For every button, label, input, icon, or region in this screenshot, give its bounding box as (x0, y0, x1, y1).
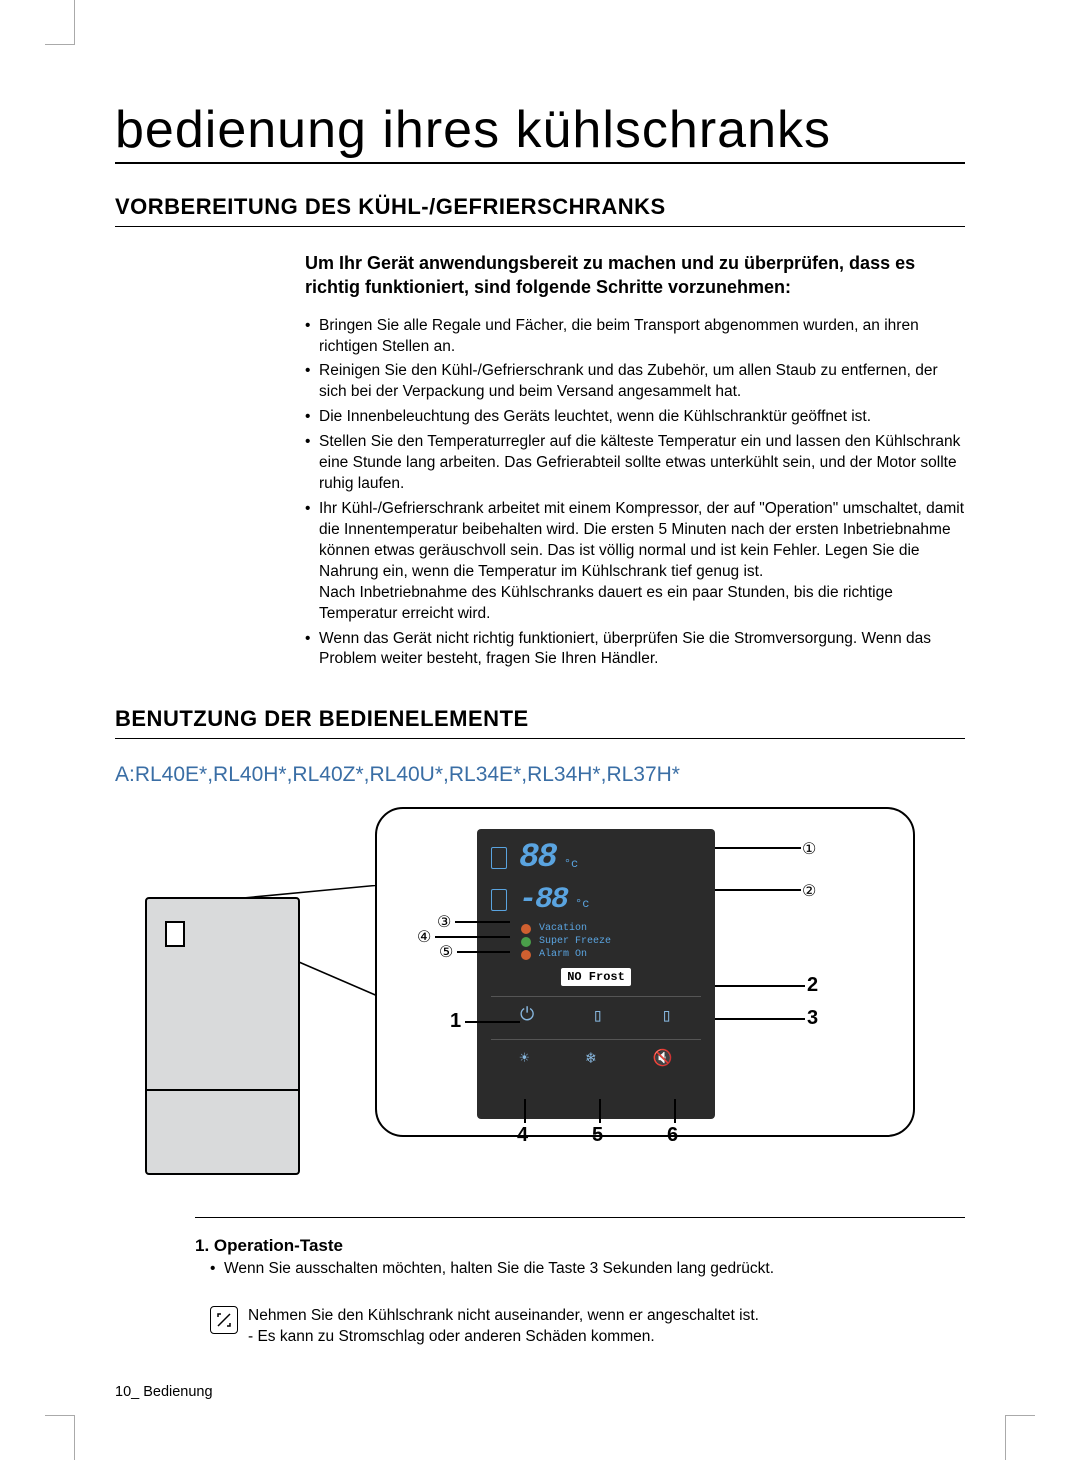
label-1: 1 (450, 1010, 461, 1033)
temp2-display: -88 (519, 883, 567, 917)
fridge-btn-icon: ▯ (592, 1005, 603, 1027)
bullet-item: Stellen Sie den Temperaturregler auf die… (305, 432, 965, 495)
nofrost-label: NO Frost (561, 968, 631, 986)
alarm-btn-icon: 🔇 (653, 1048, 673, 1068)
control-panel-diagram: 88 °c -88 °c Vacation Super Freeze Alarm… (115, 807, 965, 1187)
operation-bullet: Wenn Sie ausschalten möchten, halten Sie… (210, 1260, 965, 1278)
note-line2: - Es kann zu Stromschlag oder anderen Sc… (248, 1327, 759, 1348)
fridge-icon (491, 847, 507, 869)
bullet-item: Bringen Sie alle Regale und Fächer, die … (305, 316, 965, 358)
warning-icon (210, 1306, 238, 1334)
callout-5: ⑤ (439, 942, 453, 962)
separator (195, 1217, 965, 1218)
button-row-1: ⏻ ▯ ▯ (491, 996, 701, 1027)
vacation-btn-icon: ☀ (519, 1048, 529, 1068)
operation-heading: 1. Operation-Taste (195, 1236, 965, 1256)
temp1-unit: °c (564, 857, 578, 871)
fridge-illustration (145, 897, 300, 1187)
status-superfreeze: Super Freeze (539, 936, 611, 947)
section1-intro: Um Ihr Gerät anwendungsbereit zu machen … (305, 251, 965, 300)
label-4: 4 (517, 1124, 528, 1147)
snowflake-icon: ❄ (586, 1048, 596, 1068)
bullet-item: Wenn das Gerät nicht richtig funktionier… (305, 629, 965, 671)
callout-2: ② (802, 881, 816, 901)
label-2: 2 (807, 974, 818, 997)
callout-4: ④ (417, 927, 431, 947)
bullet-item: Ihr Kühl-/Gefrierschrank arbeitet mit ei… (305, 499, 965, 625)
label-6: 6 (667, 1124, 678, 1147)
callout-1: ① (802, 839, 816, 859)
section1-heading: VORBEREITUNG DES KÜHL-/GEFRIERSCHRANKS (115, 194, 965, 227)
panel-bubble: 88 °c -88 °c Vacation Super Freeze Alarm… (375, 807, 915, 1137)
status-alarm: Alarm On (539, 949, 587, 960)
status-vacation: Vacation (539, 923, 587, 934)
note-row: Nehmen Sie den Kühlschrank nicht auseina… (210, 1306, 965, 1348)
label-3: 3 (807, 1007, 818, 1030)
freezer-btn-icon: ▯ (661, 1005, 672, 1027)
note-line1: Nehmen Sie den Kühlschrank nicht auseina… (248, 1306, 759, 1327)
section1-bullets: Bringen Sie alle Regale und Fächer, die … (305, 316, 965, 671)
bullet-item: Die Innenbeleuchtung des Geräts leuchtet… (305, 407, 965, 428)
freezer-icon (491, 889, 507, 911)
page-footer: 10_ Bedienung (115, 1384, 965, 1400)
label-5: 5 (592, 1124, 603, 1147)
section2-heading: BENUTZUNG DER BEDIENELEMENTE (115, 706, 965, 739)
temp2-unit: °c (575, 897, 589, 911)
control-panel: 88 °c -88 °c Vacation Super Freeze Alarm… (477, 829, 715, 1119)
page-title: bedienung ihres kühlschranks (115, 100, 965, 164)
bullet-item: Reinigen Sie den Kühl-/Gefrierschrank un… (305, 361, 965, 403)
temp1-display: 88 (519, 839, 556, 877)
power-icon: ⏻ (520, 1005, 534, 1027)
model-line: A:RL40E*,RL40H*,RL40Z*,RL40U*,RL34E*,RL3… (115, 763, 965, 787)
callout-3: ③ (437, 912, 451, 932)
button-row-2: ☀ ❄ 🔇 (491, 1039, 701, 1068)
